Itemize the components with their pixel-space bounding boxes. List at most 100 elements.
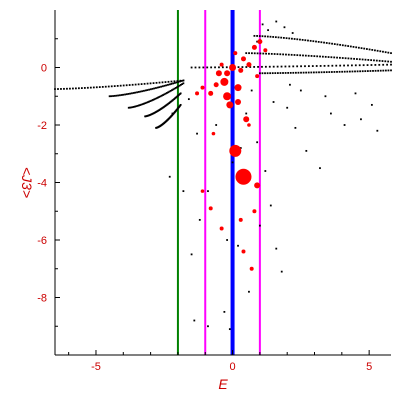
background-point: [215, 124, 218, 126]
background-point: [333, 43, 336, 45]
background-point: [266, 72, 269, 75]
background-point: [269, 72, 272, 75]
background-point: [108, 95, 111, 98]
background-point: [354, 64, 357, 67]
background-point: [124, 93, 126, 96]
background-point: [341, 57, 344, 59]
background-point: [268, 65, 271, 68]
background-point: [302, 54, 304, 57]
highlight-point: [208, 90, 214, 96]
background-point: [341, 44, 344, 47]
background-point: [312, 71, 315, 74]
background-point: [305, 149, 308, 152]
highlight-point: [235, 99, 242, 105]
highlight-point: [208, 206, 213, 211]
background-point: [75, 87, 77, 90]
background-point: [245, 112, 248, 115]
background-point: [294, 126, 297, 129]
background-point: [119, 84, 122, 87]
background-point: [331, 42, 333, 45]
background-point: [367, 59, 370, 61]
background-point: [370, 59, 373, 62]
background-point: [356, 70, 359, 73]
background-point: [196, 132, 198, 135]
background-point: [225, 66, 228, 69]
background-point: [161, 85, 164, 88]
background-point: [353, 57, 355, 60]
background-point: [323, 41, 325, 44]
background-point: [312, 40, 315, 43]
background-point: [382, 69, 385, 72]
background-point: [104, 85, 107, 88]
background-point: [360, 118, 362, 121]
background-point: [339, 56, 341, 59]
background-point: [117, 94, 120, 97]
background-point: [132, 105, 135, 108]
background-point: [250, 89, 253, 92]
background-point: [60, 88, 62, 90]
background-point: [387, 60, 390, 63]
background-point: [134, 91, 137, 94]
background-point: [373, 59, 375, 62]
background-point: [319, 65, 322, 67]
background-point: [344, 57, 347, 60]
background-point: [155, 81, 158, 84]
background-point: [264, 72, 266, 75]
background-point: [315, 40, 317, 43]
background-point: [137, 91, 140, 93]
highlight-point: [220, 77, 229, 86]
background-point: [305, 71, 308, 74]
background-point: [366, 64, 369, 66]
background-point: [256, 35, 258, 37]
background-point: [321, 55, 324, 58]
background-point: [136, 104, 139, 107]
background-point: [292, 71, 295, 74]
background-point: [304, 39, 307, 42]
background-point: [370, 103, 373, 106]
background-point: [299, 89, 302, 92]
background-point: [333, 71, 336, 73]
background-point: [384, 51, 387, 54]
background-point: [296, 54, 299, 57]
background-point: [162, 94, 164, 96]
background-point: [140, 83, 143, 85]
background-point: [152, 82, 155, 85]
background-point: [131, 83, 134, 86]
background-point: [167, 83, 169, 86]
highlight-point: [211, 131, 216, 136]
highlight-point: [255, 74, 260, 79]
background-point: [309, 39, 312, 42]
background-point: [167, 91, 170, 94]
background-point: [285, 37, 288, 40]
background-point: [174, 87, 177, 89]
background-point: [280, 65, 283, 68]
background-point: [343, 64, 345, 67]
highlight-point: [263, 48, 268, 53]
background-point: [136, 91, 138, 94]
background-point: [256, 141, 259, 144]
background-point: [335, 64, 338, 67]
background-point: [63, 87, 65, 90]
background-point: [269, 35, 272, 38]
background-point: [311, 65, 314, 67]
y-tick-label: 0: [41, 63, 47, 75]
background-point: [170, 80, 173, 83]
background-point: [221, 66, 224, 69]
background-point: [249, 66, 252, 68]
background-point: [256, 40, 259, 43]
background-point: [258, 35, 261, 37]
highlight-point: [246, 62, 252, 68]
background-point: [386, 63, 388, 66]
background-point: [182, 82, 185, 85]
background-point: [168, 175, 171, 178]
background-point: [176, 80, 179, 82]
highlight-point: [238, 217, 243, 222]
background-point: [390, 60, 392, 63]
background-point: [86, 86, 89, 89]
background-point: [346, 70, 349, 73]
background-point: [164, 92, 167, 95]
background-point: [168, 90, 171, 93]
background-point: [371, 49, 374, 51]
background-point: [139, 90, 142, 93]
